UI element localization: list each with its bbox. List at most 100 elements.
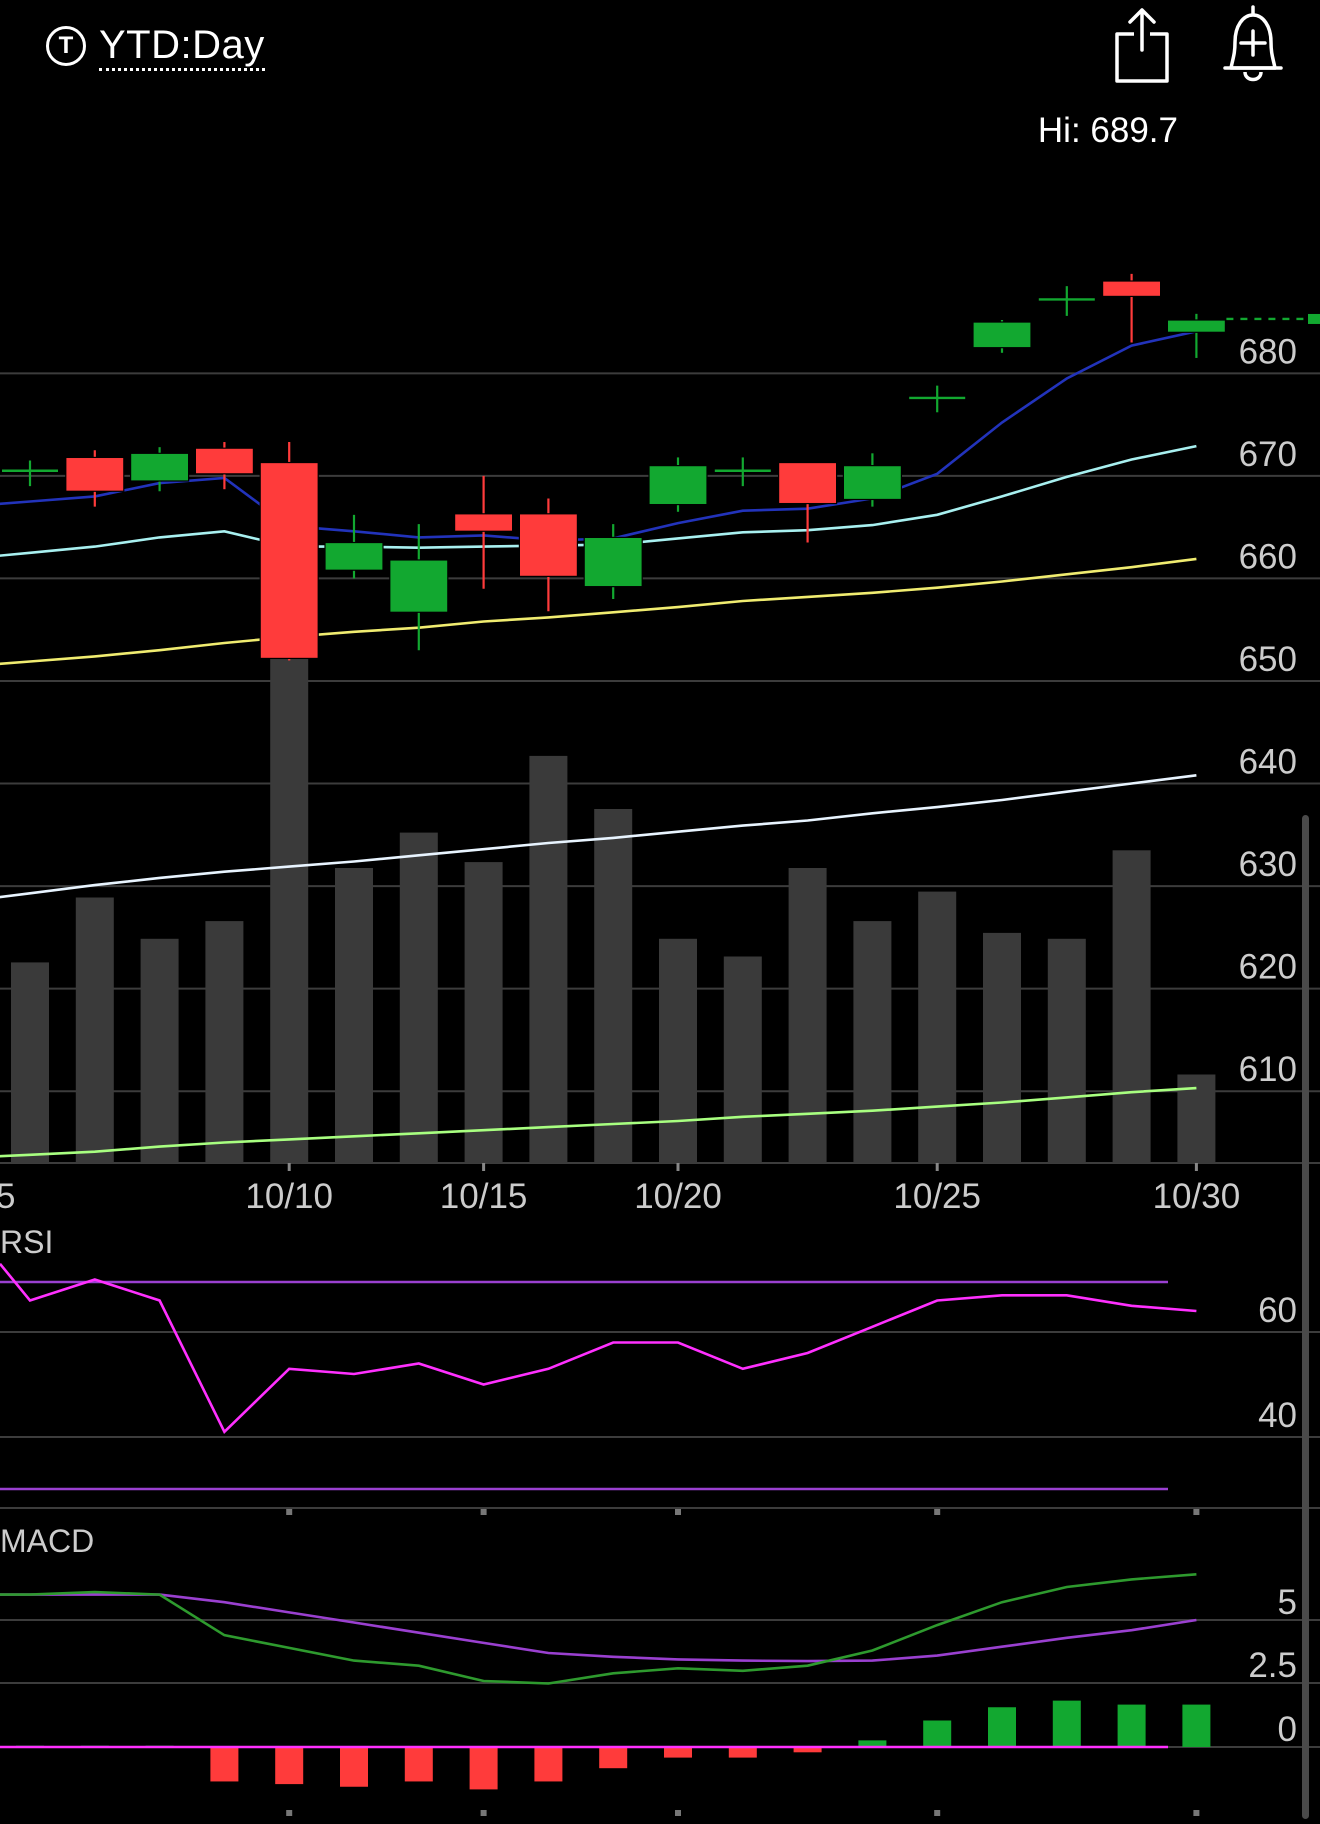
candle-body [518,513,579,577]
macd-histogram-bar [599,1747,628,1769]
macd-histogram-bar [728,1747,757,1758]
price-axis-label: 680 [1239,332,1297,371]
top-bar: T YTD:Day [0,0,1320,100]
candle-body [65,456,125,492]
volume-bar [853,921,892,1163]
moving-average-line [0,774,1197,899]
macd-histogram-bar [275,1747,304,1785]
macd-histogram-bar [664,1747,692,1758]
rsi-line [0,1262,1197,1434]
volume-bar [1047,938,1086,1163]
macd-signal-line [0,1593,1197,1663]
axis-labels: 680 670 660 650 640 630 620 610 Hi: 689.7 5 10/10 1… [0,111,1297,1216]
share-icon[interactable] [1112,4,1172,89]
volume-bar [723,956,762,1163]
range-label: YTD:Day [99,22,265,71]
volume-bar [75,897,114,1163]
candle-body [130,452,190,482]
macd-panel: MACD 5 2.5 0 [0,1523,1320,1816]
hi-price-label: Hi: 689.7 [1038,111,1178,150]
moving-average-line [0,444,1197,557]
macd-histogram-bar [404,1747,433,1782]
ticker-t-icon: T [46,26,86,66]
macd-histogram-bar [469,1747,498,1790]
x-axis-label: 10/10 [245,1177,333,1216]
candle-body [1101,280,1162,298]
candle-body [648,465,708,506]
macd-axis-label: 2.5 [1248,1646,1297,1685]
volume-bar [1112,850,1151,1163]
volume-bar [335,868,373,1163]
rsi-x-tick [1193,1509,1200,1515]
volume-bar [464,862,503,1163]
volume-bar [918,891,957,1163]
rsi-x-tick [934,1509,941,1515]
volume-bar [788,868,827,1163]
scrollbar[interactable] [1302,815,1309,1819]
x-axis-label: 10/30 [1153,1177,1241,1216]
macd-histogram-bar [988,1707,1016,1747]
volume-bar [11,962,49,1163]
candle-body [583,536,643,588]
macd-x-tick [675,1810,681,1816]
price-axis-label: 630 [1239,845,1297,884]
moving-average-line [0,557,1197,666]
price-axis-label: 660 [1239,537,1297,576]
x-axis-label: 10/15 [440,1177,528,1216]
candle-body [1166,319,1227,333]
rsi-panel: RSI 60 40 [0,1224,1320,1515]
candle-body [389,559,449,613]
candle-body [777,461,838,505]
macd-histogram-bar [1182,1704,1211,1747]
rsi-axis-label: 60 [1258,1291,1297,1330]
macd-histogram-bar [340,1747,368,1787]
price-axis-label: 650 [1239,640,1297,679]
rsi-axis-label: 40 [1258,1396,1297,1435]
price-axis-label: 670 [1239,435,1297,474]
macd-axis-label: 5 [1278,1583,1297,1622]
volume-bar [659,938,697,1163]
macd-x-tick [286,1810,293,1816]
candle-body [454,513,514,532]
macd-histogram-bar [210,1747,239,1782]
candle-body [324,541,384,571]
macd-histogram-bar [858,1740,887,1747]
candle-body [259,461,319,660]
x-axis-label: 10/20 [634,1177,722,1216]
range-selector[interactable]: T YTD:Day [46,18,265,74]
price-axis-label: 620 [1239,948,1297,987]
price-axis-label: 610 [1239,1050,1297,1089]
rsi-x-tick [480,1509,487,1515]
x-axis-label: 10/25 [893,1177,981,1216]
macd-title: MACD [0,1523,94,1559]
volume-bar [983,932,1021,1163]
bell-plus-icon[interactable] [1218,2,1288,91]
macd-axis-label: 0 [1278,1710,1297,1749]
rsi-x-tick [286,1509,293,1515]
candle-body [194,447,254,475]
last-price-marker [1308,313,1320,324]
macd-line [0,1573,1197,1685]
macd-histogram-bar [923,1720,952,1747]
candle-body [972,321,1032,349]
volume-bar [140,938,179,1163]
macd-histogram-bar [1052,1700,1081,1747]
volume-bar [529,755,568,1163]
macd-histogram-bar [1117,1704,1146,1747]
macd-x-tick [934,1810,941,1816]
candlesticks [2,273,1320,661]
volume-bar [399,832,438,1163]
moving-average-line [0,1086,1197,1158]
volume-bar [594,809,633,1163]
rsi-title: RSI [0,1224,53,1260]
macd-x-tick [480,1810,487,1816]
moving-average-line [0,330,1197,542]
moving-average-lines [0,330,1197,1158]
x-axis-label: 5 [0,1177,15,1216]
macd-x-tick [1193,1810,1200,1816]
macd-histogram-bar [793,1747,822,1753]
volume-bar [205,921,244,1163]
volume-bars [11,573,1216,1163]
rsi-x-tick [675,1509,681,1515]
